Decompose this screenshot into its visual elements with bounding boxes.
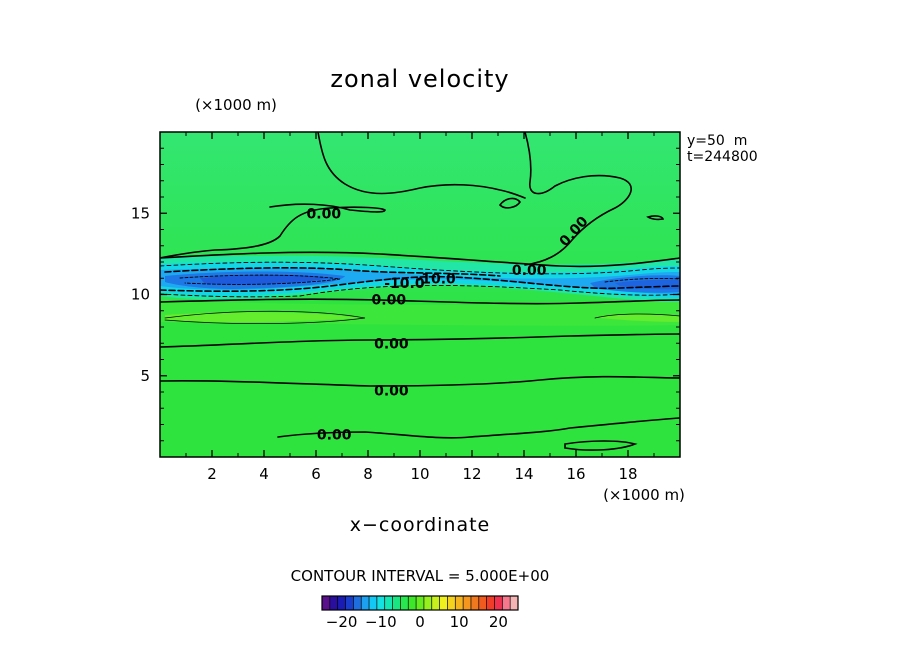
contour-zero-top-right [524, 132, 632, 266]
colorbar-swatch [392, 596, 401, 610]
colorbar-swatch [353, 596, 362, 610]
x-axis-unit: (×1000 m) [603, 486, 685, 504]
contour-dashed-10-top [164, 267, 501, 277]
colorbar-swatch [337, 596, 346, 610]
colorbar-tick-label: 20 [489, 613, 508, 631]
contour-label: -10.0 [384, 276, 425, 292]
x-tick-label: 12 [462, 465, 481, 483]
colorbar-swatch [329, 596, 338, 610]
contour-label: 0.00 [317, 427, 352, 443]
contour-dashed-5-upper [160, 261, 680, 275]
contour-label: 0.00 [512, 263, 547, 279]
field-band-yellowish [165, 312, 360, 323]
colorbar-swatch [361, 596, 370, 610]
contour-labels: 0.00 0.000.00-10.0-10.00.000.000.000.00 [307, 206, 592, 443]
contour-dashed-5-lower [160, 284, 680, 298]
colorbar-swatch [345, 596, 354, 610]
colorbar-swatch [423, 596, 433, 610]
colorbar-swatch [322, 596, 331, 610]
contour-label: 0.00 [374, 383, 409, 399]
x-tick-label: 4 [259, 465, 269, 483]
colorbar-swatch [376, 596, 386, 610]
colorbar-swatch [470, 596, 480, 610]
contour-dashed-15-right [604, 277, 680, 283]
colorbar: −20 −10 0 10 20 [321, 595, 519, 631]
colorbar-swatch [431, 596, 440, 610]
field-lower [160, 300, 680, 457]
colorbar-swatch [494, 596, 503, 610]
contour-lines [160, 132, 680, 451]
colorbar-swatch [486, 596, 495, 610]
contour-zero-mid [160, 333, 680, 348]
colorbar-swatch [384, 596, 393, 610]
axes: 2 4 6 8 10 12 14 16 18 5 10 15 [131, 132, 680, 483]
contour-zero-top [317, 132, 526, 199]
contour-zero-lower [160, 375, 680, 387]
colorbar-swatch [369, 596, 378, 610]
contour-zero-jet-bottom [160, 298, 680, 305]
info-depth: y=50 m [687, 133, 747, 149]
colorbar-tick-label: 0 [415, 613, 425, 631]
x-tick-label: 8 [363, 465, 373, 483]
y-tick-label: 10 [131, 286, 150, 304]
contour-dashed-15 [179, 274, 341, 285]
x-axis-label: x−coordinate [350, 514, 491, 536]
x-tick-label: 14 [514, 465, 533, 483]
x-tick-label: 6 [311, 465, 321, 483]
info-time: t=244800 [687, 149, 758, 165]
x-tick-label: 2 [207, 465, 217, 483]
field-band-yellowish-2 [600, 313, 680, 322]
contour-thin-right-band [594, 313, 680, 319]
contour-thin-lower-band [164, 310, 366, 325]
plot-area: 0.00 0.000.00-10.0-10.00.000.000.000.00 [160, 132, 680, 457]
contour-label: 0.00 [307, 206, 342, 222]
colorbar-swatch [416, 596, 425, 610]
contour-zero-loop-small [498, 197, 521, 209]
contour-zero-bottom-loop [564, 440, 638, 451]
contour-zero-upper-left [160, 203, 386, 259]
colorbar-tick-label: −20 [326, 613, 358, 631]
x-tick-label: 16 [566, 465, 585, 483]
contour-zero-bottom [277, 417, 680, 439]
colorbar-swatch [400, 596, 409, 610]
contour-label: -10.0 [415, 271, 456, 287]
contour-label: 0.00 [372, 292, 407, 308]
colorbar-swatch [478, 596, 487, 610]
y-tick-label: 5 [140, 367, 150, 385]
colorbar-swatch [463, 596, 472, 610]
y-tick-label: 15 [131, 204, 150, 222]
x-tick-label: 10 [410, 465, 429, 483]
colorbar-tick-label: −10 [365, 613, 397, 631]
x-tick-label: 18 [618, 465, 637, 483]
y-axis-unit: (×1000 m) [195, 96, 277, 114]
colorbar-swatch [408, 596, 417, 610]
colorbar-tick-label: 10 [450, 613, 469, 631]
colorbar-swatch [447, 596, 456, 610]
colorbar-swatch [502, 596, 511, 610]
colorbar-swatch [510, 596, 519, 610]
contour-label: 0.00 [374, 336, 409, 352]
contour-dashed-10 [160, 275, 680, 292]
contour-interval-text: CONTOUR INTERVAL = 5.000E+00 [291, 567, 550, 585]
colorbar-frame [321, 595, 519, 611]
colorbar-swatch [455, 596, 464, 610]
contour-zero-jet-top [160, 251, 680, 268]
contour-zero-loop-right [646, 215, 665, 221]
colorbar-swatch [439, 596, 448, 610]
chart-title: zonal velocity [330, 65, 509, 93]
